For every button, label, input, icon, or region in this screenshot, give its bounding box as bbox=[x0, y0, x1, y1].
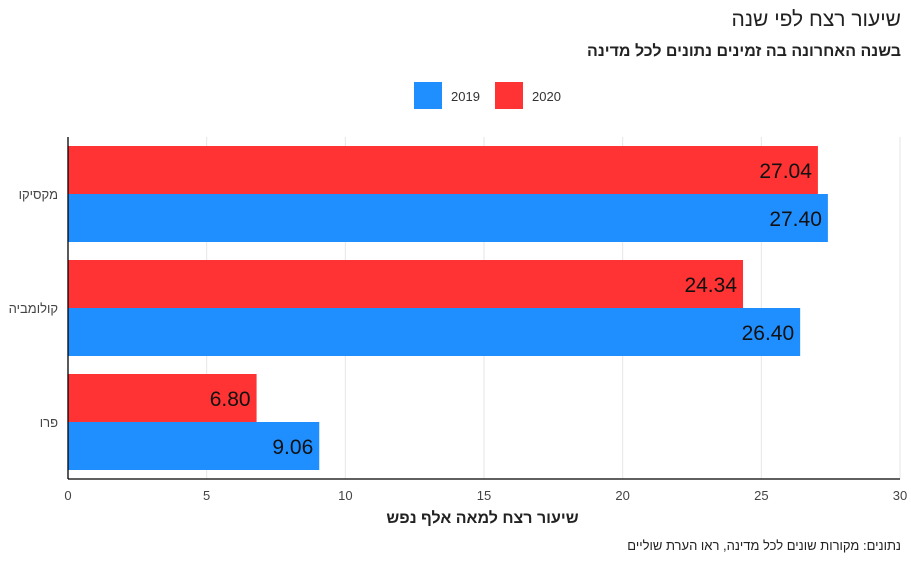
legend-label-2019: 2019 bbox=[451, 89, 480, 104]
data-label: 27.40 bbox=[769, 208, 822, 231]
legend-swatch-2019 bbox=[414, 82, 442, 109]
data-label: 24.34 bbox=[684, 274, 737, 297]
source-note: נתונים: מקורות שונים לכל מדינה, ראו הערת… bbox=[627, 538, 901, 553]
x-tick-label: 5 bbox=[203, 488, 210, 503]
legend-label-2020: 2020 bbox=[532, 89, 561, 104]
x-tick-label: 20 bbox=[615, 488, 629, 503]
chart-title: שיעור רצח לפי שנה bbox=[731, 8, 901, 31]
bar-2019 bbox=[68, 194, 828, 242]
legend-item-2019[interactable]: 2019 bbox=[414, 82, 494, 110]
y-category-label: מקסיקו bbox=[19, 187, 58, 202]
bar-2020 bbox=[68, 146, 818, 194]
y-category-label: פרו bbox=[40, 415, 58, 430]
data-label: 6.80 bbox=[210, 388, 251, 411]
bar-2020 bbox=[68, 374, 257, 422]
bar-2019 bbox=[68, 422, 320, 470]
legend-item-2020[interactable]: 2020 bbox=[495, 82, 575, 110]
bar-2020 bbox=[68, 260, 744, 308]
legend-swatch-2020 bbox=[495, 82, 523, 109]
x-tick-label: 30 bbox=[893, 488, 907, 503]
legend: 2019 2020 bbox=[0, 82, 911, 110]
x-tick-label: 10 bbox=[338, 488, 352, 503]
x-tick-label: 25 bbox=[754, 488, 768, 503]
x-tick-label: 0 bbox=[64, 488, 71, 503]
x-tick-label: 15 bbox=[477, 488, 491, 503]
data-label: 27.04 bbox=[759, 160, 812, 183]
data-label: 9.06 bbox=[272, 436, 313, 459]
bar-2019 bbox=[68, 308, 801, 356]
x-axis-title: שיעור רצח למאה אלף נפש bbox=[386, 510, 579, 527]
y-category-label: קולומביה bbox=[9, 301, 58, 316]
data-label: 26.40 bbox=[742, 322, 795, 345]
chart-subtitle: בשנה האחרונה בה זמינים נתונים לכל מדינה bbox=[587, 43, 901, 60]
